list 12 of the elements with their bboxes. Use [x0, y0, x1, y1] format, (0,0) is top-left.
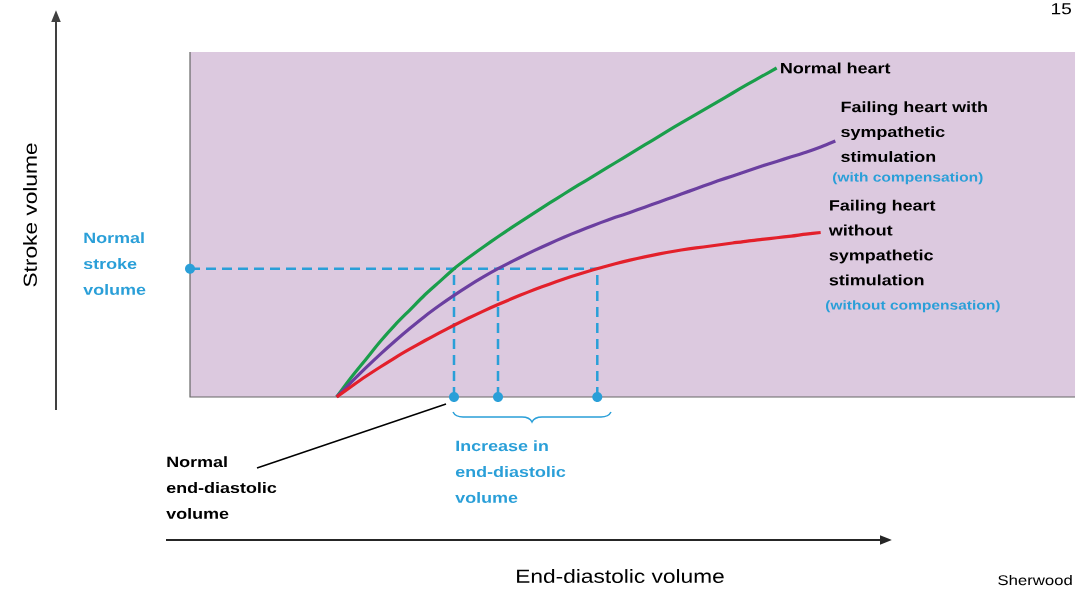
text: 15	[1051, 3, 1071, 15]
text: Sherwood	[998, 574, 1072, 586]
series-label: Failing heart with sympathetic stimulation	[841, 101, 987, 163]
annotation: (without compensation)	[825, 300, 1000, 313]
series-label: Failing heart without sympathetic stimulation	[828, 199, 936, 286]
text: End-diastolic volume	[517, 569, 724, 583]
series-label: Normal heart	[781, 62, 891, 74]
text: Stroke volume	[23, 143, 37, 287]
text: Normal end-diastolic volume	[166, 456, 277, 519]
text: Increase in end-diastolic volume	[455, 440, 566, 503]
annotation: (with compensation)	[832, 172, 983, 185]
text: Normal stroke volume	[83, 232, 146, 295]
